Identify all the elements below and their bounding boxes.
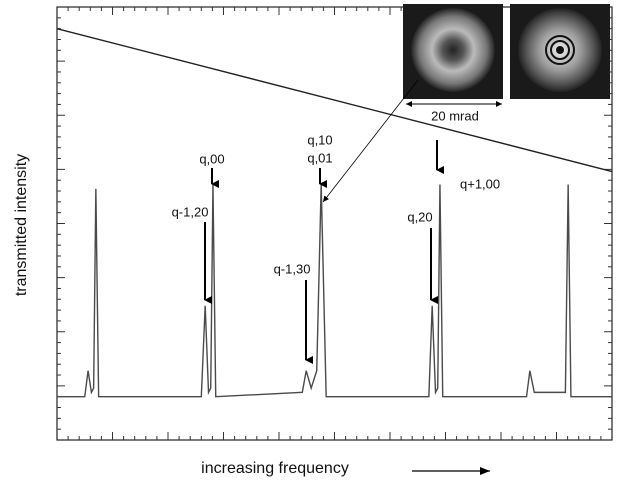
inset-ring — [556, 46, 564, 54]
annotation: q,10 — [307, 132, 332, 147]
y-axis-label: transmitted intensity — [13, 154, 30, 296]
annotation: q-1,30 — [274, 261, 311, 276]
inset-pattern — [411, 8, 495, 92]
x-axis-label: increasing frequency — [201, 460, 349, 477]
annotation: q+1,00 — [460, 176, 500, 191]
data-line — [57, 184, 612, 398]
pointer-line — [322, 79, 419, 203]
data-line — [56, 27, 613, 173]
insets — [322, 4, 610, 203]
annotation: q-1,20 — [172, 204, 209, 219]
annotation: 20 mrad — [431, 108, 479, 123]
annotation: q,00 — [199, 151, 224, 166]
inset-ring — [545, 35, 575, 65]
annotation: q,01 — [307, 150, 332, 165]
annotation: q,20 — [407, 209, 432, 224]
inset-ring — [550, 40, 570, 60]
plot-area — [56, 27, 613, 398]
